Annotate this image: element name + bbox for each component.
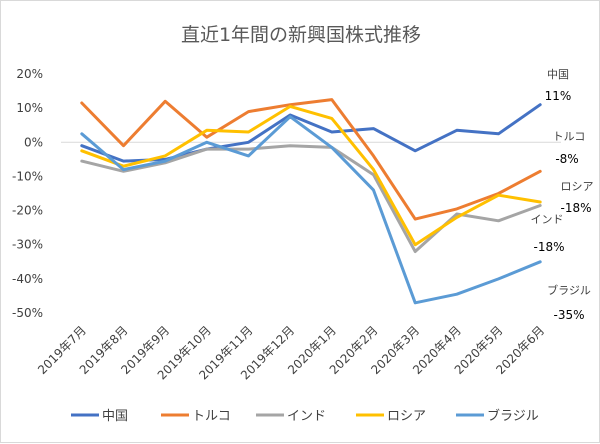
annotation-turkey-value: -8% [555, 152, 578, 166]
series-line [80, 144, 542, 253]
annotation-russia-value: -18% [560, 201, 591, 215]
y-tick-label: -20% [12, 204, 43, 218]
annotation-brazil-name: ブラジル [547, 283, 591, 297]
series-line [80, 103, 542, 163]
series-lines [80, 98, 542, 305]
y-axis-ticks: 20% 10% 0% -10% -20% -30% -40% -50% [12, 67, 43, 320]
y-tick-label: 10% [16, 101, 43, 115]
legend-label: トルコ [192, 409, 231, 424]
legend-label: ロシア [387, 409, 426, 424]
series-line [80, 115, 542, 305]
y-tick-label: -10% [12, 169, 43, 183]
annotation-india-name: インド [531, 213, 564, 226]
chart-title: 直近1年間の新興国株式推移 [181, 24, 421, 46]
annotation-india-value: -18% [533, 240, 564, 254]
y-tick-label: 0% [24, 135, 43, 149]
annotation-china-name: 中国 [547, 68, 569, 81]
legend-label: インド [287, 409, 326, 424]
legend-label: ブラジル [487, 408, 539, 424]
y-tick-label: -50% [12, 306, 43, 320]
series-line [80, 104, 542, 247]
series-line [80, 98, 542, 221]
y-tick-label: -40% [12, 272, 43, 286]
annotation-turkey-name: トルコ [553, 130, 586, 143]
annotation-brazil-value: -35% [553, 308, 584, 322]
legend: 中国 トルコ インド ロシア ブラジル [71, 408, 539, 424]
annotation-russia-name: ロシア [561, 180, 594, 193]
y-tick-label: -30% [12, 238, 43, 252]
annotations: 中国 11% トルコ -8% ロシア -18% インド -18% ブラジル -3… [531, 68, 594, 322]
annotation-china-value: 11% [545, 89, 572, 103]
legend-label: 中国 [102, 409, 128, 424]
x-axis-ticks: 2019年7月2019年8月2019年9月2019年10月2019年11月201… [35, 323, 547, 382]
y-tick-label: 20% [16, 67, 43, 81]
